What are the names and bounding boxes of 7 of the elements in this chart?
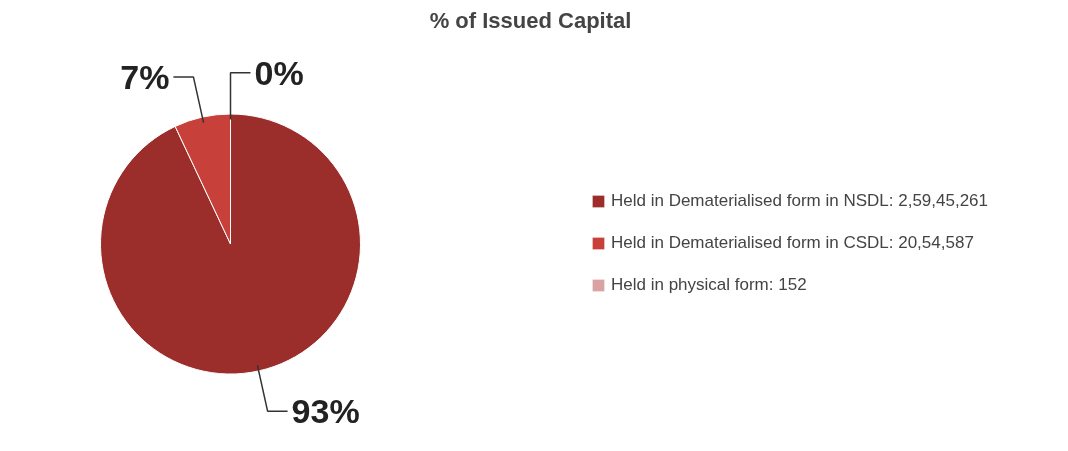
legend-label: Held in Dematerialised form in NSDL: 2,59,45,261: [611, 191, 989, 211]
text: 0%: [254, 53, 304, 92]
chart-title: % of Issued Capital: [429, 7, 632, 33]
data-label: 93%: [291, 392, 360, 431]
data-label: 7%: [120, 57, 170, 96]
legend-label: Held in physical form: 152: [611, 275, 807, 295]
legend-label: Held in Dematerialised form in CSDL: 20,54,587: [611, 233, 974, 253]
